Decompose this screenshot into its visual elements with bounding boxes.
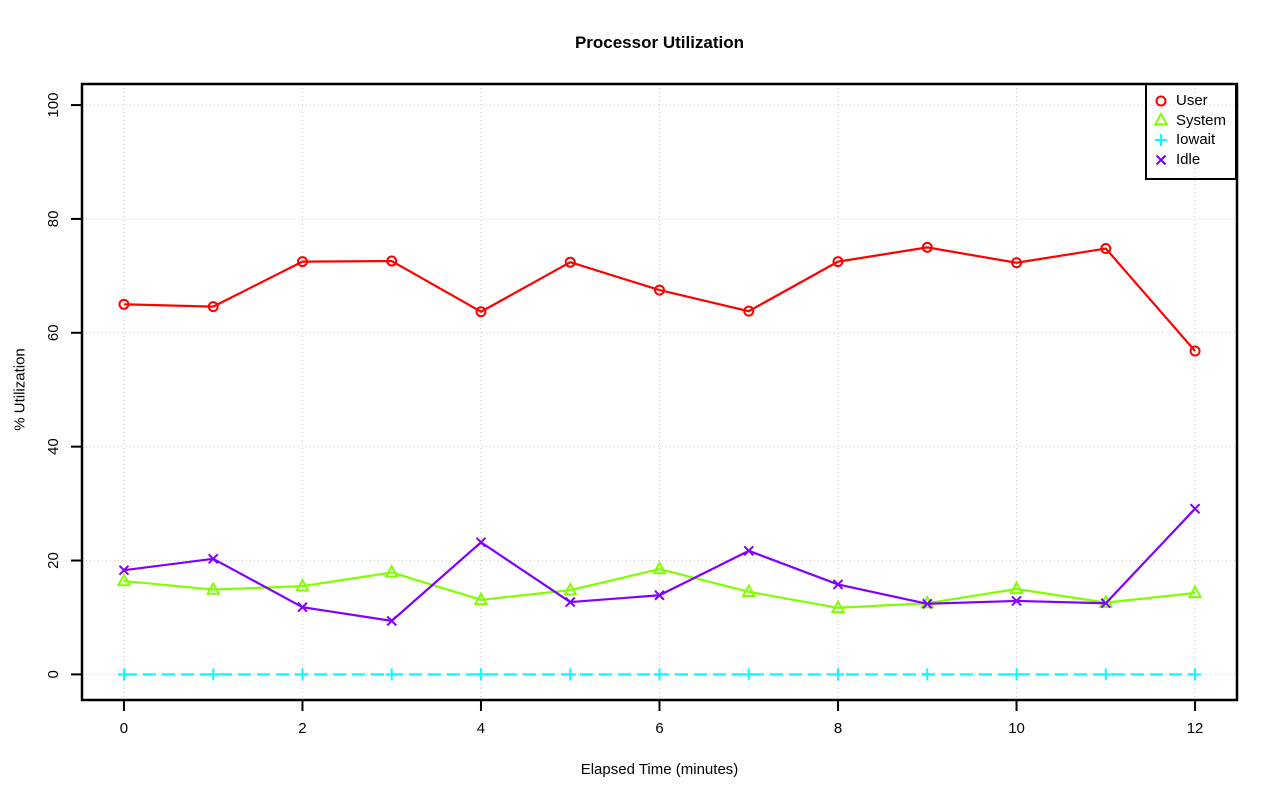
circle-icon: [1155, 95, 1167, 107]
series-line-system: [123, 567, 1196, 609]
circle-marker: [1155, 95, 1167, 107]
legend-item-user: User: [1151, 91, 1235, 111]
x-marker: [208, 553, 219, 565]
x-tick-label: 2: [298, 720, 306, 737]
x-icon: [1155, 154, 1167, 165]
circle-marker: [296, 256, 308, 268]
circle-marker: [118, 298, 130, 310]
triangle-marker: [741, 583, 757, 598]
circle-marker: [1011, 257, 1023, 269]
series-line-user: [123, 246, 1196, 352]
triangle-marker: [1187, 584, 1203, 599]
x-marker: [1155, 154, 1167, 165]
x-tick-label: 6: [655, 720, 663, 737]
triangle-marker: [562, 581, 578, 596]
series-iowait: [117, 668, 1202, 681]
y-tick-label: 100: [45, 93, 62, 118]
x-marker: [1011, 595, 1022, 607]
legend-label-system: System: [1176, 111, 1227, 129]
triangle-marker: [384, 564, 399, 578]
triangle-marker: [652, 560, 667, 575]
x-marker: [1100, 598, 1111, 609]
x-marker: [1189, 503, 1201, 514]
legend-label-idle: Idle: [1176, 151, 1201, 169]
circle-marker: [207, 301, 219, 313]
y-tick-label: 60: [45, 324, 62, 341]
circle-marker: [832, 256, 844, 268]
triangle-marker: [205, 581, 221, 595]
circle-marker: [564, 256, 576, 268]
y-tick-label: 40: [45, 438, 62, 455]
y-tick-label: 20: [45, 552, 62, 569]
axis-ticks: [71, 104, 1197, 711]
triangle-marker: [116, 572, 132, 587]
plot-border: [80, 82, 1239, 702]
series-user: [118, 241, 1201, 357]
circle-marker: [654, 284, 665, 296]
legend-item-system: System: [1151, 111, 1235, 131]
x-marker: [743, 545, 754, 557]
x-tick-label: 8: [834, 720, 842, 737]
x-tick-label: 4: [477, 720, 485, 737]
triangle-marker: [830, 599, 846, 613]
circle-marker: [475, 306, 487, 318]
y-tick-label: 80: [45, 211, 62, 228]
x-marker: [922, 598, 933, 609]
legend-item-iowait: Iowait: [1151, 130, 1235, 150]
series-system: [116, 560, 1203, 613]
x-marker: [118, 564, 130, 576]
legend-label-iowait: Iowait: [1176, 131, 1216, 149]
gridlines: [82, 84, 1237, 700]
plus-icon: [1155, 133, 1167, 146]
y-tick-label: 0: [45, 670, 62, 678]
circle-marker: [921, 241, 933, 253]
circle-marker: [1189, 345, 1201, 357]
x-axis-label: Elapsed Time (minutes): [580, 761, 739, 778]
axis-tick-labels: 0 2 4 6 8 10 12 0 20 40 60 80 100: [45, 93, 1203, 737]
legend-label-user: User: [1176, 92, 1208, 110]
x-marker: [386, 615, 397, 627]
circle-marker: [743, 305, 755, 317]
circle-marker: [1100, 243, 1112, 255]
x-tick-label: 10: [1008, 720, 1025, 737]
series-idle: [118, 503, 1201, 627]
x-marker: [297, 601, 308, 613]
legend-item-idle: Idle: [1151, 150, 1235, 170]
x-marker: [475, 537, 487, 548]
triangle-marker: [1009, 580, 1024, 595]
legend: User System Iowait Idle: [1145, 83, 1237, 180]
x-tick-label: 0: [120, 720, 128, 737]
circle-marker: [386, 255, 398, 267]
x-marker: [565, 596, 576, 608]
x-tick-label: 12: [1187, 720, 1204, 737]
x-marker: [832, 579, 844, 590]
triangle-icon: [1153, 112, 1169, 126]
triangle-marker: [473, 591, 489, 606]
x-marker: [654, 590, 665, 601]
triangle-marker: [295, 577, 310, 592]
triangle-marker: [1153, 112, 1169, 126]
chart-title: Processor Utilization: [574, 33, 745, 52]
